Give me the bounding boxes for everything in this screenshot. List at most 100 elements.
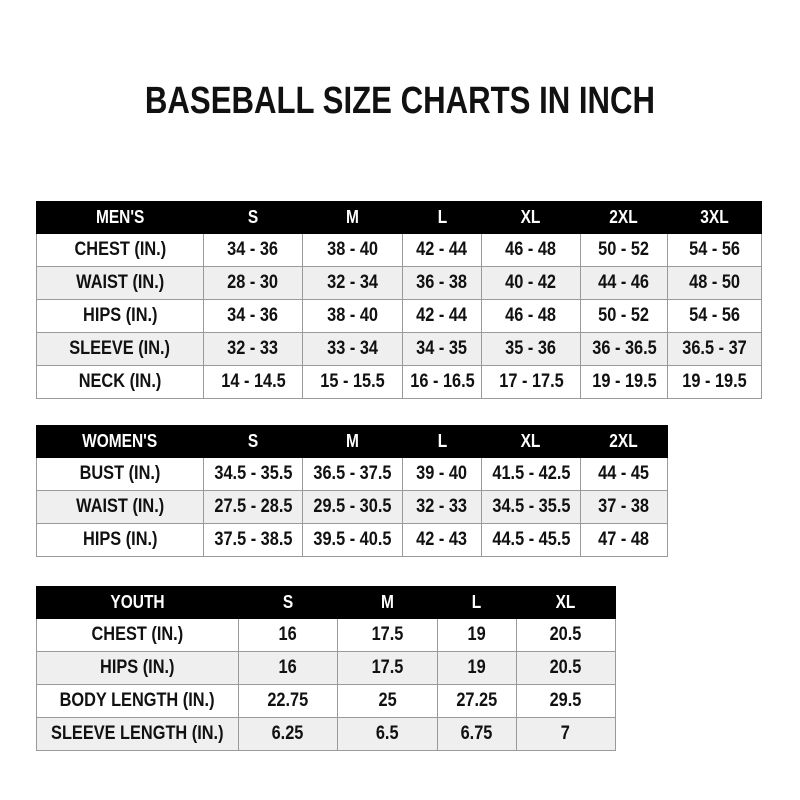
size-value: 6.25: [237, 717, 338, 751]
cell-text: 22.75: [267, 690, 309, 711]
size-value: 48 - 50: [667, 266, 762, 300]
size-value: 42 - 43: [402, 523, 482, 557]
cell-text: 16 - 16.5: [409, 371, 475, 392]
cell-text: 19 - 19.5: [591, 371, 657, 392]
measurement-label: HIPS (IN.): [36, 651, 239, 685]
cell-text: 17 - 17.5: [498, 371, 564, 392]
table-row: SLEEVE (IN.) 32 - 33 33 - 34 34 - 35 35 - 36…: [36, 332, 762, 366]
cell-text: NECK (IN.): [78, 371, 162, 392]
measurement-label: CHEST (IN.): [36, 233, 204, 267]
size-value: 32 - 33: [402, 490, 482, 524]
cell-text: 29.5: [549, 690, 582, 711]
table-row: HIPS (IN.) 16 17.5 19 20.5: [36, 651, 616, 685]
cell-text: 6.5: [375, 723, 399, 744]
size-value: 34 - 36: [203, 299, 303, 333]
header-text: XL: [521, 207, 541, 227]
measurement-label: WAIST (IN.): [36, 266, 204, 300]
cell-text: BODY LENGTH (IN.): [59, 690, 215, 711]
cell-text: WAIST (IN.): [75, 272, 165, 293]
size-value: 34.5 - 35.5: [481, 490, 581, 524]
size-value: 28 - 30: [203, 266, 303, 300]
womens-size-table: WOMEN'S S M L XL 2XL BUST (IN.) 34.5 - 35.5 36.5…: [36, 425, 668, 557]
cell-text: 36.5 - 37: [682, 338, 747, 359]
cell-text: 19 - 19.5: [682, 371, 747, 392]
measurement-label: NECK (IN.): [36, 365, 204, 399]
header-text: L: [437, 431, 447, 451]
cell-text: 54 - 56: [689, 305, 740, 326]
size-value: 36.5 - 37: [667, 332, 762, 366]
measurement-label: BUST (IN.): [36, 457, 204, 491]
category-header: WOMEN'S: [36, 425, 204, 458]
cell-text: CHEST (IN.): [74, 239, 166, 260]
size-header: XL: [481, 201, 581, 234]
header-text: M: [346, 431, 359, 451]
table-row: NECK (IN.) 14 - 14.5 15 - 15.5 16 - 16.5 17 …: [36, 365, 762, 399]
size-value: 33 - 34: [302, 332, 403, 366]
cell-text: 48 - 50: [689, 272, 740, 293]
header-text: S: [282, 592, 293, 612]
header-text: XL: [555, 592, 576, 612]
mens-size-table: MEN'S S M L XL 2XL 3XL CHEST (IN.) 34 - 36 38 - 4…: [36, 201, 762, 399]
cell-text: 36 - 36.5: [591, 338, 657, 359]
measurement-label: SLEEVE LENGTH (IN.): [36, 717, 239, 751]
size-value: 35 - 36: [481, 332, 581, 366]
size-value: 50 - 52: [580, 299, 668, 333]
measurement-label: SLEEVE (IN.): [36, 332, 204, 366]
measurement-label: CHEST (IN.): [36, 618, 239, 652]
cell-text: 20.5: [549, 624, 582, 645]
size-header: S: [203, 425, 303, 458]
cell-text: HIPS (IN.): [100, 657, 175, 678]
size-value: 14 - 14.5: [203, 365, 303, 399]
size-value: 20.5: [515, 618, 616, 652]
size-header: L: [436, 586, 517, 619]
size-value: 50 - 52: [580, 233, 668, 267]
cell-text: 20.5: [549, 657, 582, 678]
size-value: 17.5: [336, 651, 438, 685]
size-value: 16 - 16.5: [402, 365, 482, 399]
size-value: 20.5: [515, 651, 616, 685]
cell-text: 27.25: [456, 690, 498, 711]
size-header: M: [336, 586, 438, 619]
size-value: 36 - 36.5: [580, 332, 668, 366]
cell-text: 17.5: [371, 657, 403, 678]
cell-text: 34.5 - 35.5: [491, 496, 571, 517]
cell-text: 16: [278, 624, 297, 645]
cell-text: 36.5 - 37.5: [313, 463, 392, 484]
size-header: XL: [481, 425, 581, 458]
size-value: 47 - 48: [580, 523, 668, 557]
size-header: S: [203, 201, 303, 234]
size-value: 32 - 34: [302, 266, 403, 300]
cell-text: 54 - 56: [689, 239, 740, 260]
cell-text: 14 - 14.5: [220, 371, 286, 392]
cell-text: 16: [278, 657, 297, 678]
cell-text: 6.25: [271, 723, 304, 744]
size-value: 6.5: [336, 717, 438, 751]
table-row: CHEST (IN.) 16 17.5 19 20.5: [36, 618, 616, 652]
table-row: BUST (IN.) 34.5 - 35.5 36.5 - 37.5 39 - 40 4…: [36, 457, 668, 491]
size-header: 3XL: [667, 201, 762, 234]
header-text: S: [247, 207, 259, 227]
size-value: 34.5 - 35.5: [203, 457, 303, 491]
cell-text: CHEST (IN.): [91, 624, 184, 645]
cell-text: 34.5 - 35.5: [213, 463, 293, 484]
cell-text: 42 - 44: [416, 305, 468, 326]
cell-text: SLEEVE LENGTH (IN.): [51, 723, 224, 744]
header-text: 2XL: [609, 431, 639, 451]
table-row: CHEST (IN.) 34 - 36 38 - 40 42 - 44 46 - 48 5…: [36, 233, 762, 267]
header-text: 3XL: [700, 207, 729, 227]
size-value: 19: [436, 618, 517, 652]
header-text: 2XL: [609, 207, 639, 227]
header-text: YOUTH: [110, 592, 165, 612]
size-value: 41.5 - 42.5: [481, 457, 581, 491]
category-header: YOUTH: [36, 586, 239, 619]
size-value: 19: [436, 651, 517, 685]
cell-text: 29.5 - 30.5: [313, 496, 392, 517]
size-value: 29.5: [515, 684, 616, 718]
size-value: 44 - 46: [580, 266, 668, 300]
cell-text: 40 - 42: [505, 272, 557, 293]
size-header: M: [302, 425, 403, 458]
header-text: XL: [521, 431, 541, 451]
cell-text: 42 - 43: [416, 529, 468, 550]
size-value: 34 - 35: [402, 332, 482, 366]
size-value: 16: [237, 618, 338, 652]
